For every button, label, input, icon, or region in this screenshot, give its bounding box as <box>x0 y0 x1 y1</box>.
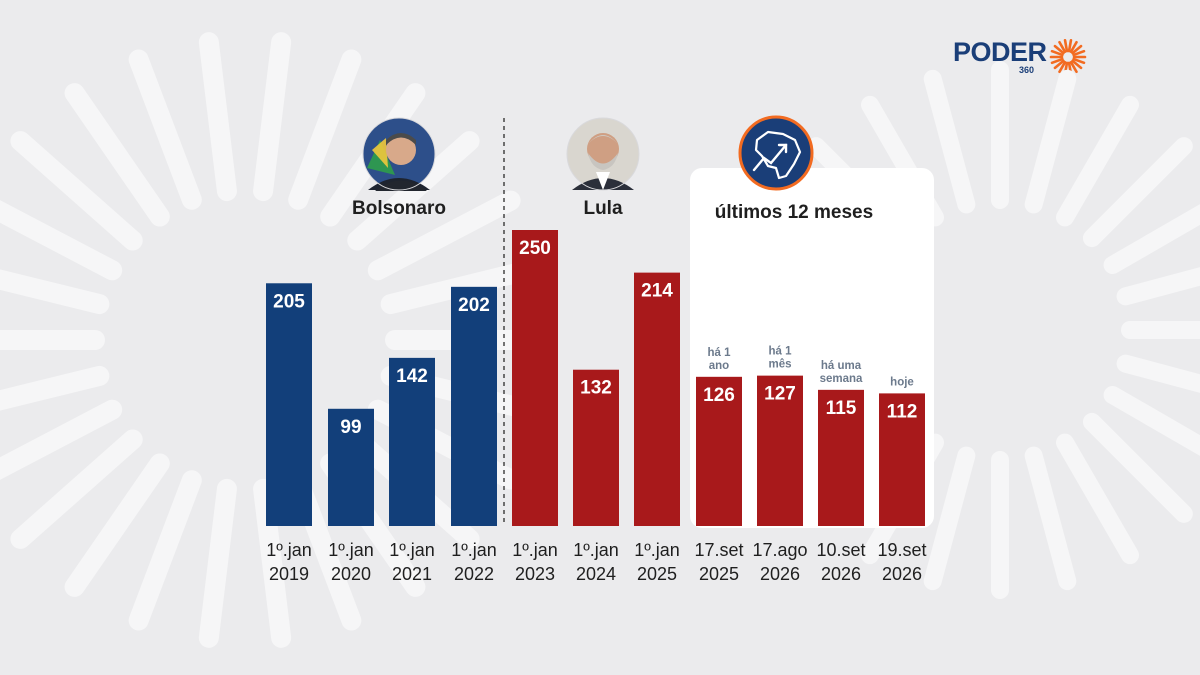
bar-2 <box>389 357 435 526</box>
bar-value-label-10: 112 <box>887 401 918 422</box>
bar-4 <box>512 230 558 526</box>
bar-0 <box>266 283 312 526</box>
x-tick-label-10: 19.set 2026 <box>877 540 926 584</box>
bar-value-label-6: 214 <box>641 281 673 302</box>
bar-value-label-9: 115 <box>826 398 857 419</box>
sun-logo-icon <box>1049 38 1086 76</box>
bar-annotation-7: há 1 ano <box>707 347 731 372</box>
bolsonaro-portrait-icon <box>362 117 436 191</box>
x-tick-label-7: 17.set 2025 <box>694 540 743 584</box>
bar-1 <box>328 408 374 526</box>
bar-annotation-10: hoje <box>890 376 914 388</box>
x-tick-label-9: 10.set 2026 <box>816 540 865 584</box>
x-tick-label-6: 1º.jan 2025 <box>634 540 680 584</box>
group-label-2: últimos 12 meses <box>715 202 873 223</box>
x-tick-label-8: 17.ago 2026 <box>752 540 807 584</box>
poder360-logo: PODER 360 <box>953 38 1087 78</box>
bar-value-label-2: 142 <box>396 366 428 387</box>
bar-annotation-8: há 1 mês <box>768 346 792 371</box>
x-tick-label-5: 1º.jan 2024 <box>573 540 619 584</box>
bar-value-label-1: 99 <box>340 417 361 438</box>
bar-annotation-9: há uma semana <box>820 360 863 385</box>
bar-value-label-5: 132 <box>580 378 612 399</box>
bar-value-label-3: 202 <box>458 295 490 316</box>
group-label-1: Lula <box>583 198 622 219</box>
bar-value-label-7: 126 <box>703 385 735 406</box>
bar-5 <box>573 369 619 526</box>
x-tick-label-0: 1º.jan 2019 <box>266 540 312 584</box>
bar-value-label-4: 250 <box>519 238 551 259</box>
bar-3 <box>451 286 497 526</box>
x-tick-label-1: 1º.jan 2020 <box>328 540 374 584</box>
logo-sub: 360 <box>1019 65 1035 75</box>
bar-value-label-8: 127 <box>764 384 796 405</box>
bar-9 <box>818 389 864 526</box>
x-tick-label-4: 1º.jan 2023 <box>512 540 558 584</box>
bar-10 <box>879 393 925 526</box>
last-12-months-panel <box>690 168 934 528</box>
group-label-0: Bolsonaro <box>352 198 446 219</box>
bar-7 <box>696 376 742 526</box>
x-tick-label-2: 1º.jan 2021 <box>389 540 435 584</box>
bar-8 <box>757 375 803 526</box>
bar-6 <box>634 272 680 526</box>
brazil-map-trend-icon <box>738 115 814 191</box>
bar-value-label-0: 205 <box>273 291 305 312</box>
x-tick-label-3: 1º.jan 2022 <box>451 540 497 584</box>
lula-portrait-icon <box>566 117 640 191</box>
